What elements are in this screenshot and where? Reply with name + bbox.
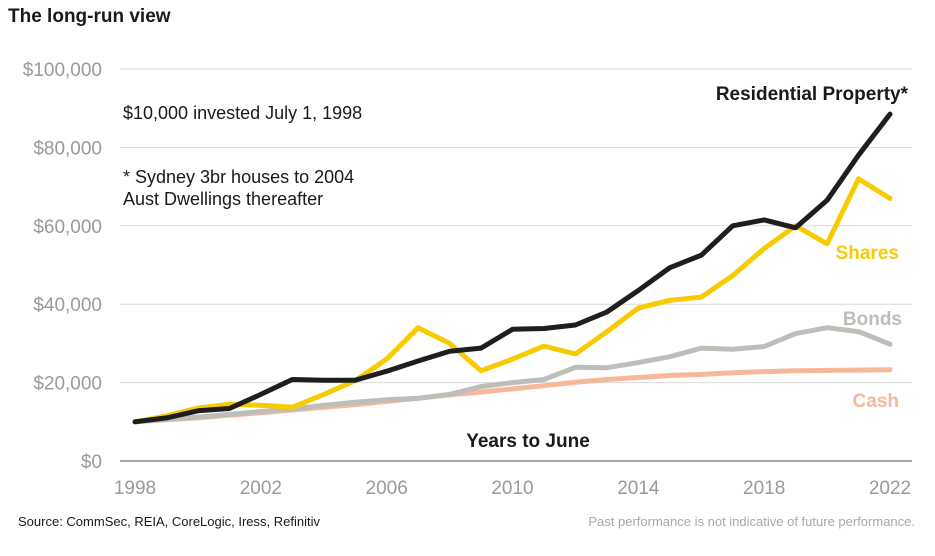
source-note: Source: CommSec, REIA, CoreLogic, Iress,… — [18, 514, 320, 529]
annotation-text: $10,000 invested July 1, 1998 — [123, 103, 362, 123]
annotations: $10,000 invested July 1, 1998 * Sydney 3b… — [123, 103, 362, 209]
annotation-text: Aust Dwellings thereafter — [123, 189, 323, 209]
series-label-shares: Shares — [836, 243, 899, 264]
x-tick-label: 2014 — [617, 478, 660, 499]
x-tick-label: 2022 — [869, 478, 911, 499]
x-axis-label: Years to June — [466, 431, 590, 452]
y-tick-label: $100,000 — [23, 60, 102, 81]
series-line-residential-property — [132, 111, 893, 425]
y-tick-label: $80,000 — [33, 138, 102, 159]
series-label-residential-property: Residential Property* — [716, 84, 909, 105]
y-tick-label: $0 — [81, 452, 102, 473]
disclaimer-note: Past performance is not indicative of fu… — [588, 514, 915, 529]
chart-title: The long-run view — [8, 6, 171, 27]
series-line-bonds — [132, 325, 893, 425]
series-label-bonds: Bonds — [843, 309, 902, 330]
x-tick-label: 2006 — [366, 478, 408, 499]
x-tick-label: 2018 — [743, 478, 785, 499]
series-lines — [132, 111, 893, 425]
line-chart: $0 $20,000 $40,000 $60,000 $80,000 $100,000 1… — [23, 60, 912, 499]
y-tick-label: $40,000 — [33, 295, 102, 316]
x-tick-label: 2010 — [491, 478, 533, 499]
x-axis-tick-labels: 1998 2002 2006 2010 2014 2018 2022 — [114, 478, 911, 499]
y-tick-label: $20,000 — [33, 374, 102, 395]
annotation-text: * Sydney 3br houses to 2004 — [123, 167, 354, 187]
series-label-cash: Cash — [853, 391, 899, 412]
y-tick-label: $60,000 — [33, 217, 102, 238]
y-axis-tick-labels: $0 $20,000 $40,000 $60,000 $80,000 $100,000 — [23, 60, 102, 473]
series-labels: Cash Bonds Shares Residential Property* — [716, 84, 909, 412]
series-line-shares — [132, 176, 893, 425]
x-tick-label: 2002 — [240, 478, 282, 499]
x-tick-label: 1998 — [114, 478, 156, 499]
